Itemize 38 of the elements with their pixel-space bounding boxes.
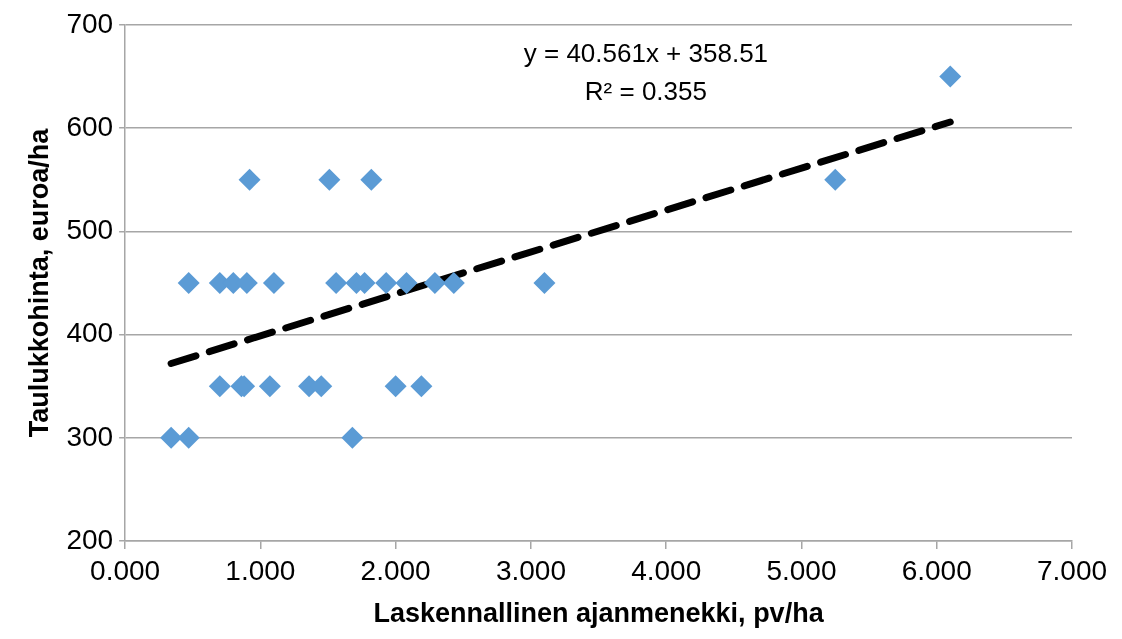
point bbox=[177, 426, 200, 449]
x-tick-label: 2.000 bbox=[360, 554, 431, 586]
point bbox=[341, 426, 364, 449]
point bbox=[410, 375, 433, 398]
point bbox=[258, 375, 281, 398]
point bbox=[939, 65, 962, 88]
point bbox=[395, 272, 418, 294]
point bbox=[208, 375, 231, 398]
annotation: R² = 0.355 bbox=[584, 76, 707, 107]
y-tick-label: 200 bbox=[66, 523, 114, 555]
point bbox=[375, 272, 398, 294]
x-tick-label: 1.000 bbox=[225, 554, 296, 586]
y-tick-label: 500 bbox=[66, 214, 114, 246]
point bbox=[360, 168, 383, 191]
y-tick-label: 400 bbox=[66, 317, 114, 349]
y-axis-title: Taulukkohinta, euroa/ha bbox=[23, 127, 54, 438]
point bbox=[238, 168, 261, 191]
y-tick-label: 700 bbox=[66, 7, 114, 39]
point bbox=[177, 272, 200, 294]
point bbox=[533, 272, 556, 294]
point bbox=[824, 168, 847, 191]
x-tick-label: 0.000 bbox=[90, 554, 161, 586]
point bbox=[325, 272, 348, 294]
x-axis-title: Laskennallinen ajanmenekki, pv/ha bbox=[373, 598, 825, 629]
annotation: y = 40.561x + 358.51 bbox=[523, 38, 769, 69]
point bbox=[384, 375, 407, 398]
x-tick-label: 5.000 bbox=[766, 554, 837, 586]
point bbox=[262, 272, 285, 294]
y-tick-label: 300 bbox=[66, 420, 114, 452]
point bbox=[423, 272, 446, 294]
x-tick-label: 7.000 bbox=[1036, 554, 1108, 586]
x-tick-label: 6.000 bbox=[901, 554, 972, 586]
y-tick-label: 600 bbox=[66, 110, 114, 142]
x-tick-label: 3.000 bbox=[495, 554, 566, 586]
point bbox=[318, 168, 341, 191]
point bbox=[442, 272, 465, 294]
x-tick-label: 4.000 bbox=[631, 554, 702, 586]
point bbox=[160, 426, 183, 449]
